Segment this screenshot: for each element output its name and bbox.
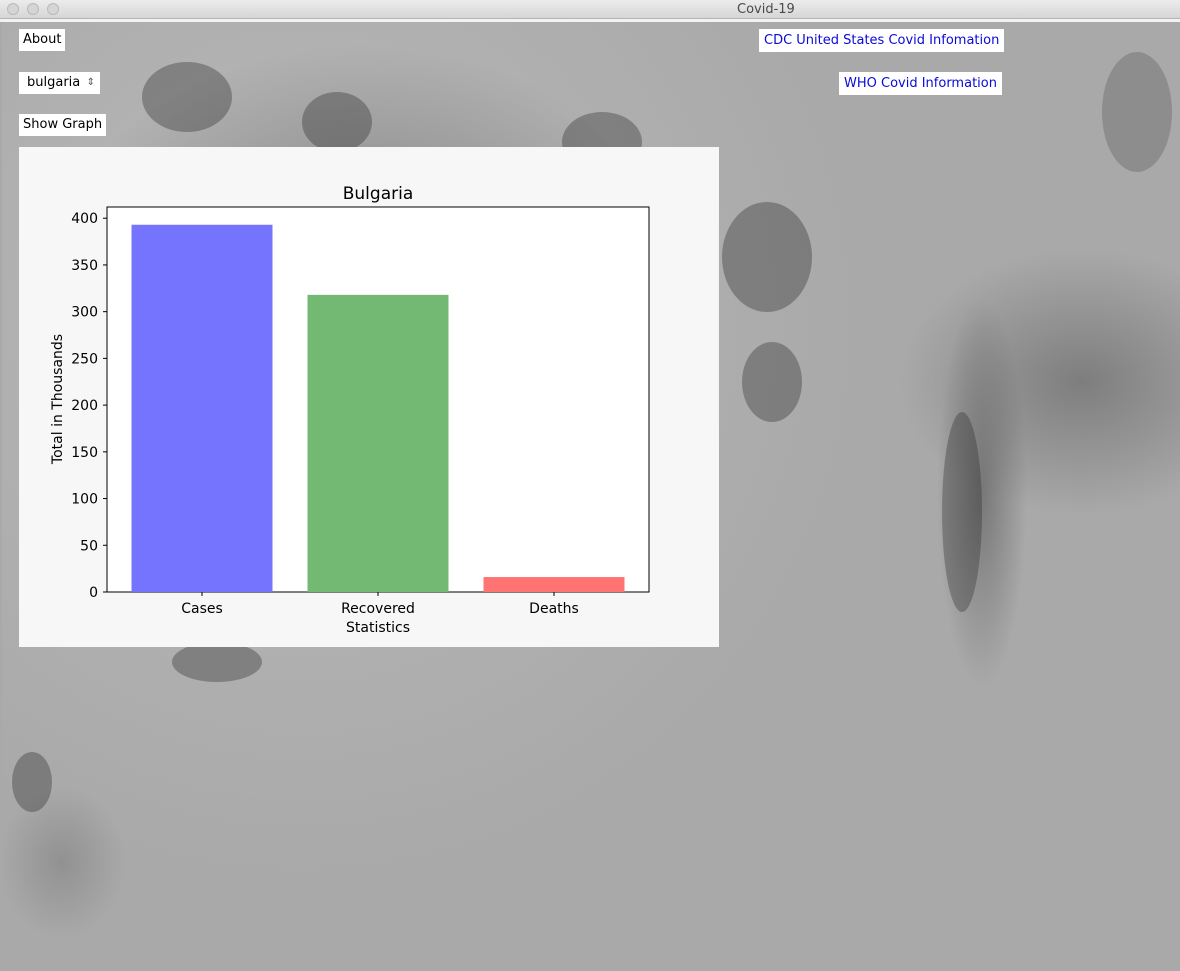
chart-panel: 0 50 100 150 200 250 300 350 400 Cases Recovered D… [19,147,719,647]
who-info-link[interactable]: WHO Covid Information [839,72,1002,95]
y-tick-label: 150 [71,445,98,461]
country-select-value: bulgaria [27,75,81,90]
y-tick-label: 50 [80,538,98,554]
zoom-window-icon[interactable] [47,3,59,15]
x-tick-label: Recovered [341,601,415,617]
y-tick-label: 350 [71,258,98,274]
y-tick-label: 250 [71,351,98,367]
window-title: Covid-19 [737,2,795,17]
y-tick-label: 200 [71,398,98,414]
chart-title: Bulgaria [343,184,414,204]
about-button[interactable]: About [19,29,66,51]
x-tick-label: Cases [181,601,223,617]
titlebar-divider [0,19,1180,22]
bar-recovered [307,294,449,592]
y-axis-label: Total in Thousands [50,334,66,465]
window-titlebar: Covid-19 [0,0,1180,19]
y-tick-label: 100 [71,492,98,508]
country-select[interactable]: bulgaria ⇕ [19,72,100,94]
bar-deaths [483,577,625,592]
close-window-icon[interactable] [7,3,19,15]
cdc-info-link[interactable]: CDC United States Covid Infomation [759,29,1005,52]
y-tick-label: 0 [89,585,98,601]
y-tick-label: 300 [71,305,98,321]
bar-chart: 0 50 100 150 200 250 300 350 400 Cases Recovered D… [50,184,650,636]
updown-chevron-icon: ⇕ [86,77,95,88]
y-tick-label: 400 [71,211,98,227]
minimize-window-icon[interactable] [27,3,39,15]
show-graph-button[interactable]: Show Graph [19,114,107,136]
x-tick-label: Deaths [529,601,579,617]
bar-cases [131,224,273,592]
x-axis-label: Statistics [346,620,410,636]
